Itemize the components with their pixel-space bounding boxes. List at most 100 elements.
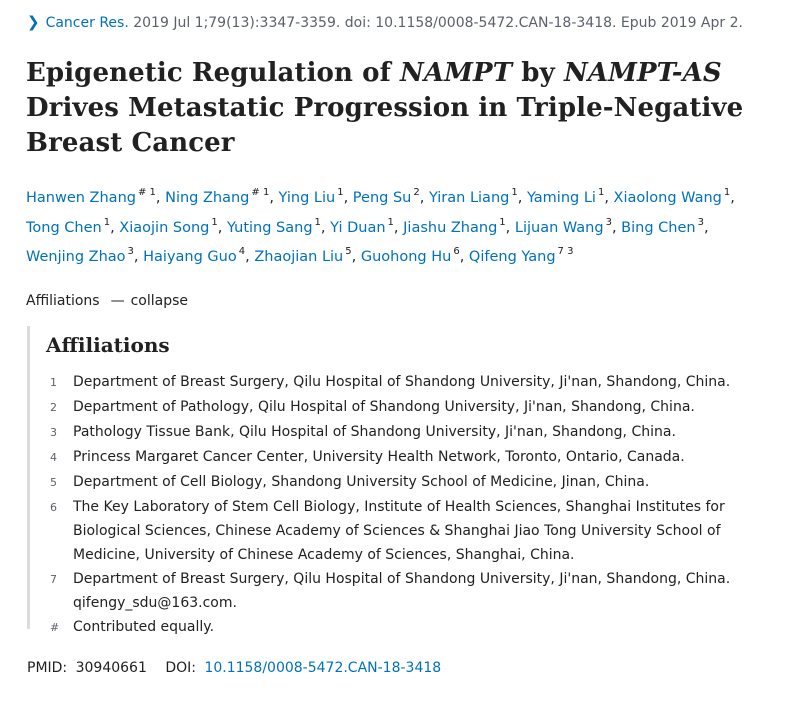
affiliation-text: The Key Laboratory of Stem Cell Biology,…	[73, 499, 725, 563]
affiliation-item: 4 Princess Margaret Cancer Center, Univer…	[50, 445, 750, 470]
affiliation-item: # Contributed equally.	[50, 615, 750, 640]
author-name-link[interactable]: Ying Liu	[278, 190, 336, 206]
author-item: Yuting Sang 1,	[226, 216, 326, 236]
chevron-right-icon: ❯	[27, 13, 40, 31]
author-affiliation-ref[interactable]: 1	[511, 187, 518, 198]
author-affiliation-ref[interactable]: 3	[697, 216, 704, 228]
author-name-link[interactable]: Ning Zhang	[165, 190, 250, 206]
author-item: Bing Chen 3,	[621, 216, 709, 236]
author-affiliation-ref[interactable]: 1	[723, 187, 731, 198]
author-affiliation-ref[interactable]: 4	[238, 246, 246, 257]
author-name-link[interactable]: Yuting Sang	[226, 219, 313, 236]
author-affiliation-ref[interactable]: 1	[597, 187, 605, 198]
author-item: Peng Su 2,	[352, 187, 425, 206]
author-item: Xiaolong Wang 1,	[613, 187, 735, 206]
dash-icon: —	[110, 293, 125, 309]
author-item: Tong Chen 1,	[26, 216, 115, 236]
author-name-link[interactable]: Xiaolong Wang	[613, 190, 722, 206]
author-item: Wenjing Zhao 3,	[26, 246, 139, 265]
affiliation-key: 5	[50, 476, 57, 489]
affiliations-toggle-label: Affiliations	[26, 293, 100, 309]
affiliation-item: 2 Department of Pathology, Qilu Hospital …	[50, 395, 750, 420]
author-affiliation-ref[interactable]: 6	[453, 246, 460, 257]
author-item: Yi Duan 1,	[330, 216, 399, 236]
doi-link[interactable]: 10.1158/0008-5472.CAN-18-3418	[204, 660, 442, 676]
affiliation-key: 1	[50, 376, 57, 389]
author-affiliation-ref[interactable]: 7 3	[557, 246, 574, 257]
author-name-link[interactable]: Hanwen Zhang	[26, 190, 136, 206]
author-item: Ying Liu 1,	[278, 187, 349, 206]
author-item: Yiran Liang 1,	[428, 187, 523, 206]
affiliation-key: 6	[50, 501, 57, 514]
affiliation-text: Contributed equally.	[73, 619, 215, 635]
citation-details: 2019 Jul 1;79(13):3347-3359. doi: 10.115…	[133, 15, 743, 31]
author-affiliation-ref[interactable]: 1	[499, 216, 506, 228]
journal-link[interactable]: Cancer Res.	[45, 15, 129, 31]
author-name-link[interactable]: Lijuan Wang	[514, 219, 604, 236]
affiliation-text: Department of Breast Surgery, Qilu Hospi…	[73, 374, 731, 390]
author-affiliation-ref[interactable]: 1	[337, 187, 344, 198]
affiliation-key: 7	[50, 573, 57, 586]
author-item: Qifeng Yang 7 3	[468, 246, 574, 265]
author-item: Lijuan Wang 3,	[514, 216, 617, 236]
author-name-link[interactable]: Yaming Li	[526, 190, 596, 206]
author-name-link[interactable]: Jiashu Zhang	[403, 219, 498, 236]
title-part-3: Drives Metastatic Progression in Triple-…	[26, 93, 744, 158]
affiliations-heading: Affiliations	[46, 333, 170, 357]
affiliation-text: Princess Margaret Cancer Center, Univers…	[73, 449, 685, 465]
author-name-link[interactable]: Tong Chen	[26, 219, 102, 236]
author-name-link[interactable]: Peng Su	[352, 190, 412, 206]
title-gene-1: NAMPT	[400, 58, 513, 88]
author-item: Jiashu Zhang 1,	[403, 216, 511, 236]
author-list: Hanwen Zhang # 1, Ning Zhang # 1, Ying Liu…	[26, 181, 746, 270]
citation-line: ❯ Cancer Res. 2019 Jul 1;79(13):3347-3359…	[27, 13, 743, 31]
author-affiliation-ref[interactable]: 5	[345, 246, 352, 257]
affiliation-key: 2	[50, 401, 57, 414]
author-affiliation-ref[interactable]: 1	[387, 216, 394, 228]
collapse-link[interactable]: collapse	[130, 293, 189, 309]
affiliation-text: Department of Cell Biology, Shandong Uni…	[73, 474, 650, 490]
author-affiliation-ref[interactable]: 2	[413, 187, 420, 198]
author-name-link[interactable]: Yiran Liang	[428, 190, 510, 206]
author-item: Zhaojian Liu 5,	[254, 246, 357, 265]
affiliations-list: 1 Department of Breast Surgery, Qilu Hosp…	[50, 370, 750, 640]
author-item: Ning Zhang # 1,	[165, 187, 274, 206]
affiliations-panel: Affiliations 1 Department of Breast Surge…	[27, 326, 770, 635]
author-item: Hanwen Zhang # 1,	[26, 187, 161, 206]
pmid-label: PMID:	[27, 660, 68, 676]
author-name-link[interactable]: Haiyang Guo	[143, 249, 237, 265]
author-item: Xiaojin Song 1,	[119, 216, 223, 236]
affiliation-key: 4	[50, 451, 57, 464]
author-affiliation-ref[interactable]: 1	[103, 216, 111, 228]
pmid-value: 30940661	[75, 660, 147, 676]
author-name-link[interactable]: Bing Chen	[621, 219, 696, 236]
article-identifiers: PMID: 30940661 DOI: 10.1158/0008-5472.CA…	[27, 660, 441, 676]
affiliation-item: 6 The Key Laboratory of Stem Cell Biology…	[50, 495, 750, 567]
author-affiliation-ref[interactable]: 3	[127, 246, 134, 257]
doi-label: DOI:	[165, 660, 196, 676]
author-name-link[interactable]: Qifeng Yang	[468, 249, 556, 265]
affiliation-item: 7 Department of Breast Surgery, Qilu Hosp…	[50, 567, 750, 615]
author-affiliation-ref[interactable]: # 1	[137, 187, 156, 198]
author-name-link[interactable]: Xiaojin Song	[119, 219, 210, 236]
affiliations-toggle[interactable]: Affiliations — collapse	[26, 293, 188, 309]
affiliation-text: Department of Pathology, Qilu Hospital o…	[73, 399, 695, 415]
title-gene-2: NAMPT-AS	[563, 58, 722, 88]
author-affiliation-ref[interactable]: 1	[211, 216, 218, 228]
author-item: Haiyang Guo 4,	[143, 246, 250, 265]
author-name-link[interactable]: Yi Duan	[330, 219, 386, 236]
title-part-2: by	[512, 58, 564, 88]
author-affiliation-ref[interactable]: # 1	[251, 187, 270, 198]
author-name-link[interactable]: Zhaojian Liu	[254, 249, 344, 265]
author-name-link[interactable]: Wenjing Zhao	[26, 249, 126, 265]
affiliation-text: Pathology Tissue Bank, Qilu Hospital of …	[73, 424, 676, 440]
affiliation-item: 3 Pathology Tissue Bank, Qilu Hospital of…	[50, 420, 750, 445]
affiliation-key: 3	[50, 426, 57, 439]
affiliation-key: #	[50, 621, 60, 634]
author-name-link[interactable]: Guohong Hu	[360, 249, 452, 265]
author-affiliation-ref[interactable]: 3	[605, 216, 612, 228]
affiliation-item: 1 Department of Breast Surgery, Qilu Hosp…	[50, 370, 750, 395]
article-title: Epigenetic Regulation of NAMPT by NAMPT-…	[26, 56, 756, 161]
author-affiliation-ref[interactable]: 1	[314, 216, 321, 228]
affiliation-item: 5 Department of Cell Biology, Shandong Un…	[50, 470, 750, 495]
